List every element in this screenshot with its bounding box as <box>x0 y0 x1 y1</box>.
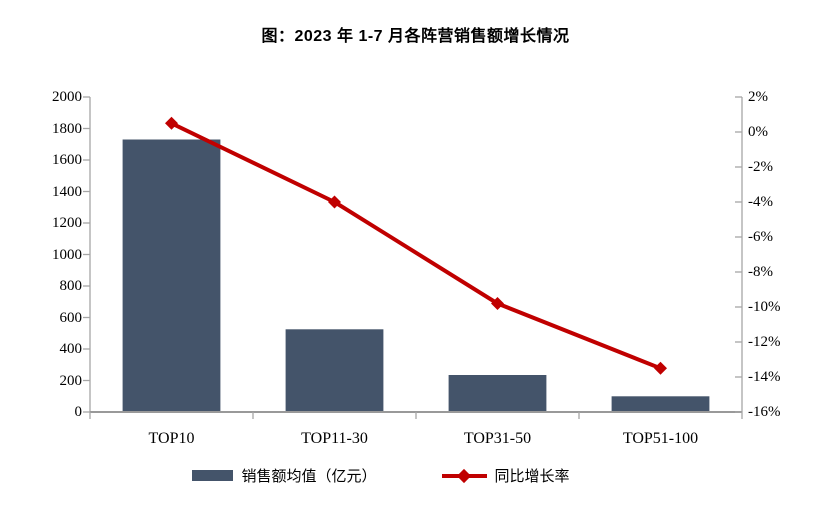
right-axis-tick-label: 0% <box>748 124 768 140</box>
left-axis-tick-label: 400 <box>59 341 83 357</box>
legend-item-growth-line: 同比增长率 <box>441 465 570 486</box>
legend-label-growth: 同比增长率 <box>494 468 570 485</box>
left-axis-tick-label: 1000 <box>52 246 82 263</box>
legend: 销售额均值（亿元） 同比增长率 <box>0 465 762 486</box>
left-axis-tick-label: 0 <box>74 404 83 420</box>
left-axis-tick-label: 1600 <box>52 152 82 168</box>
legend-item-sales-bar: 销售额均值（亿元） <box>192 465 377 486</box>
left-axis-tick-label: 1800 <box>52 120 82 137</box>
right-axis-tick-label: -10% <box>748 299 781 315</box>
right-axis-tick-label: 2% <box>748 89 768 105</box>
diamond-marker-icon <box>456 468 471 483</box>
right-axis-tick-label: -2% <box>748 159 773 175</box>
left-axis-tick-label: 2000 <box>52 89 82 105</box>
line-marker-TOP51-100 <box>654 361 667 375</box>
x-axis-category-label: TOP51-100 <box>622 430 699 447</box>
line-marker-TOP31-50 <box>491 297 504 310</box>
legend-label-sales: 销售额均值（亿元） <box>241 468 377 485</box>
bar-TOP51-100 <box>611 396 710 413</box>
left-axis-tick-label: 600 <box>59 309 83 326</box>
right-axis-tick-label: -6% <box>748 229 773 245</box>
x-axis-category-label: TOP10 <box>148 430 195 447</box>
x-axis-category-label: TOP31-50 <box>463 430 532 447</box>
bar-TOP10 <box>122 139 221 412</box>
left-axis-tick-label: 800 <box>59 278 83 294</box>
bar-TOP11-30 <box>285 329 384 412</box>
left-axis-tick-label: 1200 <box>52 215 82 231</box>
right-axis-tick-label: -12% <box>748 334 781 350</box>
right-axis-tick-label: -4% <box>748 194 773 210</box>
chart-title: 图：2023 年 1-7 月各阵营销售额增长情况 <box>261 28 570 45</box>
left-axis-tick-label: 1400 <box>52 183 82 200</box>
right-axis-tick-label: -14% <box>748 369 781 385</box>
right-axis-tick-label: -8% <box>748 264 773 280</box>
x-axis-category-label: TOP11-30 <box>301 430 368 447</box>
right-axis-tick-label: -16% <box>748 404 781 420</box>
line-series-swatch <box>441 468 487 483</box>
line-marker-TOP10 <box>165 116 178 130</box>
left-axis-tick-label: 200 <box>59 372 83 389</box>
growth-rate-line <box>169 121 663 371</box>
bar-TOP31-50 <box>448 375 547 412</box>
bar-series-swatch <box>192 470 234 481</box>
line-marker-TOP11-30 <box>328 195 341 209</box>
